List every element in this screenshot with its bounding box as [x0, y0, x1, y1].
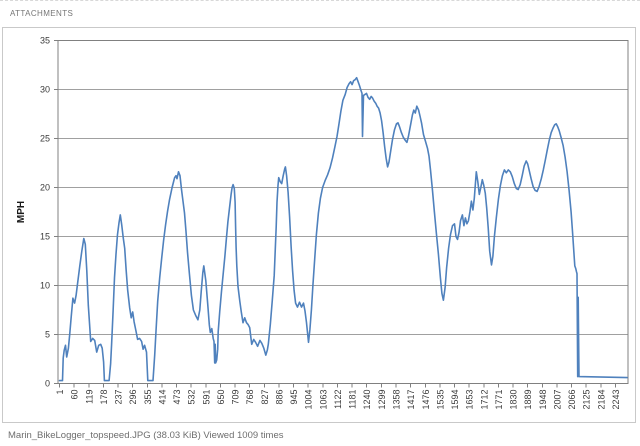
svg-text:1122: 1122 — [333, 390, 343, 409]
attachments-header: ATTACHMENTS — [10, 9, 74, 18]
svg-text:20: 20 — [40, 183, 50, 193]
svg-text:709: 709 — [231, 390, 241, 405]
svg-text:1948: 1948 — [538, 390, 548, 410]
svg-text:2007: 2007 — [552, 390, 562, 410]
svg-text:1830: 1830 — [509, 390, 519, 410]
svg-text:473: 473 — [172, 390, 182, 405]
x-axis-labels: 1 60 119 178 237 296 355 414 473 532 591 650 709 768 8… — [55, 390, 621, 410]
plot-area — [58, 40, 628, 384]
svg-text:2125: 2125 — [582, 390, 592, 410]
attachment-caption: Marin_BikeLogger_topspeed.JPG (38.03 KiB… — [8, 430, 284, 441]
svg-text:30: 30 — [40, 85, 50, 95]
svg-text:414: 414 — [157, 390, 167, 405]
svg-text:1653: 1653 — [465, 390, 475, 410]
speed-line — [58, 76, 628, 382]
svg-text:296: 296 — [128, 390, 138, 405]
svg-text:35: 35 — [40, 36, 50, 46]
svg-text:10: 10 — [40, 281, 50, 291]
svg-text:1: 1 — [55, 390, 65, 395]
svg-text:237: 237 — [114, 390, 124, 405]
svg-text:1771: 1771 — [494, 390, 504, 410]
y-axis-ticks — [54, 40, 58, 384]
svg-text:1063: 1063 — [318, 390, 328, 410]
svg-text:1476: 1476 — [421, 390, 431, 410]
svg-text:15: 15 — [40, 232, 50, 242]
svg-text:119: 119 — [84, 390, 94, 404]
svg-text:768: 768 — [245, 390, 255, 405]
svg-text:1299: 1299 — [377, 390, 387, 410]
svg-text:1889: 1889 — [523, 390, 533, 410]
svg-text:2066: 2066 — [567, 390, 577, 410]
svg-text:1417: 1417 — [406, 390, 416, 410]
x-axis-ticks — [59, 383, 616, 388]
svg-text:945: 945 — [289, 390, 299, 405]
svg-text:25: 25 — [40, 134, 50, 144]
svg-text:2184: 2184 — [596, 390, 606, 410]
svg-text:60: 60 — [70, 390, 80, 400]
svg-text:650: 650 — [216, 390, 226, 405]
svg-text:5: 5 — [45, 330, 50, 340]
svg-text:0: 0 — [45, 379, 50, 389]
svg-text:1594: 1594 — [450, 390, 460, 410]
svg-text:2243: 2243 — [611, 390, 621, 410]
svg-text:532: 532 — [187, 390, 197, 405]
svg-text:591: 591 — [201, 390, 211, 405]
svg-text:886: 886 — [274, 390, 284, 405]
y-axis-title: MPH — [16, 201, 27, 223]
y-axis-labels: 0 5 10 15 20 25 30 35 — [40, 36, 50, 389]
svg-text:355: 355 — [143, 390, 153, 405]
svg-text:1181: 1181 — [348, 390, 358, 409]
svg-text:1358: 1358 — [391, 390, 401, 410]
svg-text:1712: 1712 — [479, 390, 489, 410]
svg-text:1004: 1004 — [304, 390, 314, 410]
svg-text:1240: 1240 — [362, 390, 372, 410]
svg-text:178: 178 — [99, 390, 109, 405]
svg-text:1535: 1535 — [435, 390, 445, 410]
svg-text:827: 827 — [260, 390, 270, 405]
plot-border — [57, 40, 629, 384]
